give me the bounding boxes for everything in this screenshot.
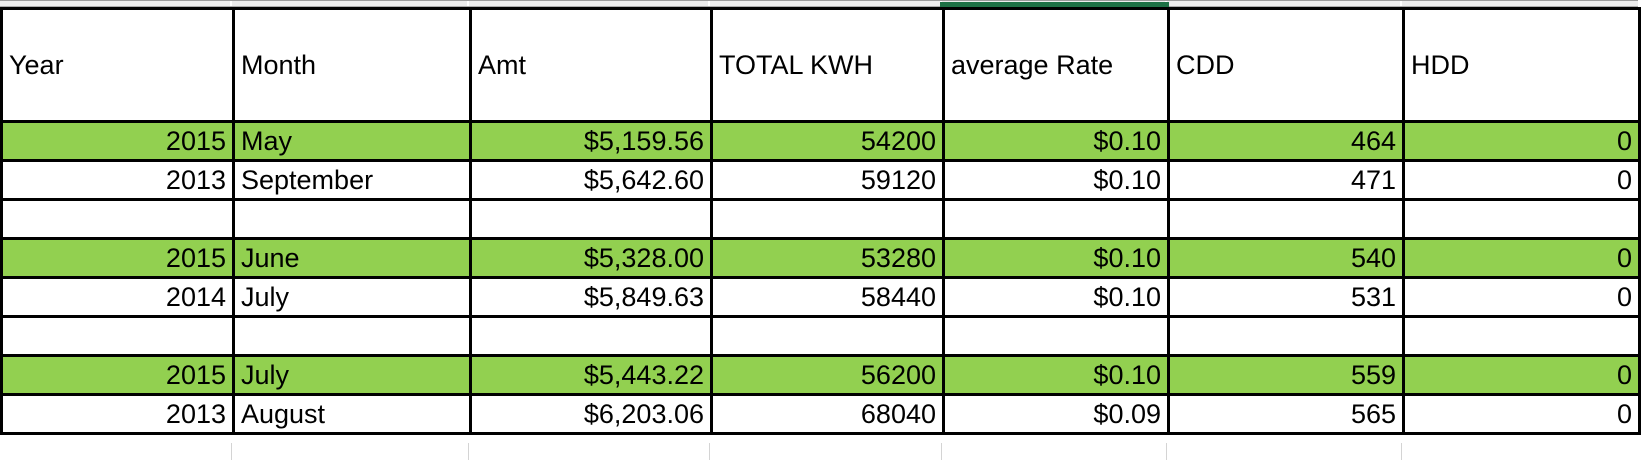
empty-cell[interactable] [0,315,235,357]
cell-amt[interactable]: $5,159.56 [469,120,713,162]
cell-month[interactable]: September [232,159,472,201]
empty-cell[interactable] [1167,315,1405,357]
cell-total-kwh[interactable]: 59120 [710,159,945,201]
column-header-cdd[interactable]: CDD [1167,7,1405,123]
cell-month[interactable]: July [232,354,472,396]
cell-month[interactable]: July [232,276,472,318]
column-header-total-kwh[interactable]: TOTAL KWH [710,7,945,123]
cell-cdd[interactable]: 559 [1167,354,1405,396]
empty-cell[interactable] [469,198,713,240]
cell-year[interactable]: 2015 [0,354,235,396]
partial-row-below [0,443,1638,460]
cell-cdd[interactable]: 471 [1167,159,1405,201]
empty-cell[interactable] [232,315,472,357]
table-row: 2013 September $5,642.60 59120 $0.10 471… [0,159,1641,201]
cell-year[interactable]: 2015 [0,237,235,279]
cell-amt[interactable]: $5,443.22 [469,354,713,396]
cell-amt[interactable]: $6,203.06 [469,393,713,435]
empty-cell[interactable] [942,198,1170,240]
cell-month[interactable]: May [232,120,472,162]
column-header-month[interactable]: Month [232,7,472,123]
cell-year[interactable]: 2013 [0,159,235,201]
cell-cdd[interactable]: 565 [1167,393,1405,435]
partial-row-above [0,0,1638,7]
cell-hdd[interactable]: 0 [1402,354,1641,396]
gridline-segment [710,1,942,6]
cell-year[interactable]: 2013 [0,393,235,435]
cell-total-kwh[interactable]: 54200 [710,120,945,162]
cell-cdd[interactable]: 464 [1167,120,1405,162]
cell-average-rate[interactable]: $0.10 [942,237,1170,279]
cell-average-rate[interactable]: $0.10 [942,120,1170,162]
cell-total-kwh[interactable]: 68040 [710,393,945,435]
cell-year[interactable]: 2014 [0,276,235,318]
gridline-segment [942,443,1167,460]
gridline-segment [1402,443,1638,460]
cell-amt[interactable]: $5,328.00 [469,237,713,279]
empty-cell[interactable] [1402,198,1641,240]
gridline-segment [0,443,232,460]
column-header-hdd[interactable]: HDD [1402,7,1641,123]
gridline-segment [1402,1,1638,6]
cell-month[interactable]: June [232,237,472,279]
table-header-row: Year Month Amt TOTAL KWH average Rate CD… [0,7,1641,123]
gridline-segment [1167,1,1402,6]
empty-cell[interactable] [1167,198,1405,240]
empty-row [0,315,1641,357]
table-row: 2015 July $5,443.22 56200 $0.10 559 0 [0,354,1641,396]
empty-cell[interactable] [942,315,1170,357]
empty-row [0,198,1641,240]
cell-hdd[interactable]: 0 [1402,276,1641,318]
table-row: 2015 May $5,159.56 54200 $0.10 464 0 [0,120,1641,162]
gridline-segment [1167,443,1402,460]
cell-month[interactable]: August [232,393,472,435]
gridline-segment [710,443,942,460]
table-row: 2013 August $6,203.06 68040 $0.09 565 0 [0,393,1641,435]
cell-hdd[interactable]: 0 [1402,393,1641,435]
cell-cdd[interactable]: 540 [1167,237,1405,279]
cell-hdd[interactable]: 0 [1402,120,1641,162]
cell-amt[interactable]: $5,642.60 [469,159,713,201]
cell-average-rate[interactable]: $0.09 [942,393,1170,435]
table-row: 2014 July $5,849.63 58440 $0.10 531 0 [0,276,1641,318]
gridline-segment [469,1,710,6]
data-table: Year Month Amt TOTAL KWH average Rate CD… [0,7,1641,435]
column-header-year[interactable]: Year [0,7,235,123]
gridline-segment [469,443,710,460]
gridline-segment [0,1,232,6]
column-header-average-rate[interactable]: average Rate [942,7,1170,123]
cell-total-kwh[interactable]: 53280 [710,237,945,279]
cell-hdd[interactable]: 0 [1402,159,1641,201]
cell-total-kwh[interactable]: 56200 [710,354,945,396]
cell-average-rate[interactable]: $0.10 [942,159,1170,201]
cell-total-kwh[interactable]: 58440 [710,276,945,318]
gridline-segment [232,1,469,6]
empty-cell[interactable] [232,198,472,240]
cell-selection-border [940,2,1169,7]
empty-cell[interactable] [1402,315,1641,357]
empty-cell[interactable] [710,315,945,357]
cell-amt[interactable]: $5,849.63 [469,276,713,318]
gridline-segment [232,443,469,460]
empty-cell[interactable] [710,198,945,240]
cell-cdd[interactable]: 531 [1167,276,1405,318]
cell-average-rate[interactable]: $0.10 [942,354,1170,396]
cell-average-rate[interactable]: $0.10 [942,276,1170,318]
empty-cell[interactable] [469,315,713,357]
column-header-amt[interactable]: Amt [469,7,713,123]
table-row: 2015 June $5,328.00 53280 $0.10 540 0 [0,237,1641,279]
cell-year[interactable]: 2015 [0,120,235,162]
empty-cell[interactable] [0,198,235,240]
cell-hdd[interactable]: 0 [1402,237,1641,279]
